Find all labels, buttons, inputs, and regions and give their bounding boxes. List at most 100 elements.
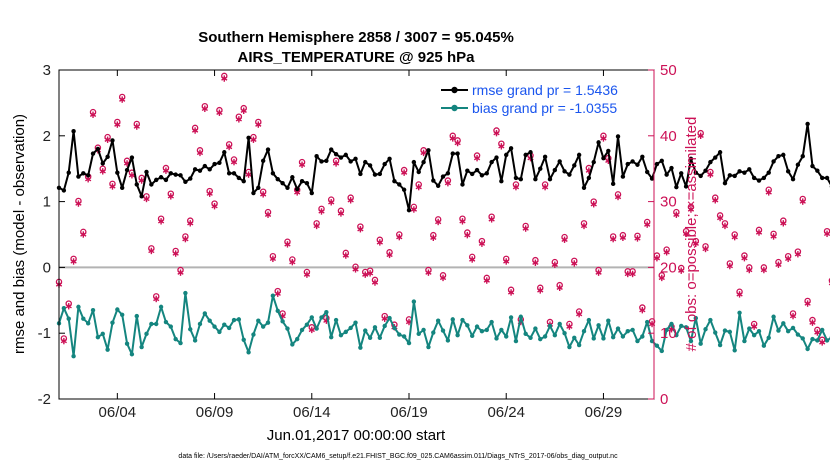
y-axis-label: rmse and bias (model - observation) (11, 114, 28, 354)
bias-point (81, 317, 85, 321)
bias-point (368, 336, 372, 340)
rmse-point (246, 136, 250, 140)
rmse-point (212, 162, 216, 166)
bias-point (358, 345, 362, 349)
bias-point (412, 299, 416, 303)
rmse-point (767, 170, 771, 174)
bias-point (86, 321, 90, 325)
bias-point (144, 332, 148, 336)
bias-point (655, 344, 659, 348)
bias-point (130, 352, 134, 356)
bias-point (815, 338, 819, 342)
bias-point (387, 316, 391, 320)
bias-point (135, 314, 139, 318)
rmse-point (514, 176, 518, 180)
rmse-point (509, 146, 513, 150)
bias-point (509, 315, 513, 319)
rmse-point (339, 155, 343, 159)
bias-point (791, 326, 795, 330)
rmse-point (344, 153, 348, 157)
bias-point (504, 334, 508, 338)
rmse-point (207, 167, 211, 171)
rmse-point (76, 174, 80, 178)
rmse-point (91, 151, 95, 155)
bias-point (353, 320, 357, 324)
bias-point (397, 332, 401, 336)
rmse-point (368, 163, 372, 167)
rmse-point (198, 168, 202, 172)
rmse-point (110, 138, 114, 142)
bias-point (339, 333, 343, 337)
rmse-point (533, 177, 537, 181)
bias-point (523, 332, 527, 336)
bias-point (533, 326, 537, 330)
bias-point (232, 318, 236, 322)
bias-point (601, 336, 605, 340)
bias-point (820, 328, 824, 332)
bias-point (227, 326, 231, 330)
rmse-point (499, 179, 503, 183)
rmse-series-line (59, 124, 830, 210)
rmse-point (796, 163, 800, 167)
bias-point (592, 336, 596, 340)
bias-point (489, 320, 493, 324)
bias-point (261, 324, 265, 328)
rmse-point (305, 181, 309, 185)
rmse-point (144, 170, 148, 174)
rmse-point (582, 186, 586, 190)
rmse-point (485, 171, 489, 175)
rmse-point (285, 186, 289, 190)
bias-point (635, 339, 639, 343)
y-tick-label: 1 (43, 194, 51, 211)
bias-point (169, 324, 173, 328)
rmse-point (523, 153, 527, 157)
rmse-point (67, 170, 71, 174)
rmse-point (295, 187, 299, 191)
bias-point (796, 332, 800, 336)
bias-point (164, 320, 168, 324)
rmse-point (635, 163, 639, 167)
rmse-point (96, 147, 100, 151)
rmse-point (397, 182, 401, 186)
bias-point (514, 339, 518, 343)
rmse-point (791, 177, 795, 181)
bias-point (825, 338, 829, 342)
rmse-point (553, 168, 557, 172)
rmse-point (669, 166, 673, 170)
rmse-point (222, 150, 226, 154)
rmse-point (363, 160, 367, 164)
rmse-point (616, 134, 620, 138)
rmse-point (426, 148, 430, 152)
rmse-point (392, 179, 396, 183)
legend-bias-label: bias grand pr = -1.0355 (472, 100, 617, 116)
rmse-point (480, 173, 484, 177)
bias-point (251, 332, 255, 336)
bias-point (708, 318, 712, 322)
bias-point (203, 311, 207, 315)
bias-point (407, 341, 411, 345)
bias-point (810, 337, 814, 341)
bias-point (222, 322, 226, 326)
rmse-point (188, 176, 192, 180)
chart-title-line-2: AIRS_TEMPERATURE @ 925 hPa (238, 49, 476, 66)
rmse-point (596, 140, 600, 144)
bias-point (62, 306, 66, 310)
bias-point (752, 333, 756, 337)
rmse-point (601, 156, 605, 160)
bias-point (101, 332, 105, 336)
bias-point (319, 315, 323, 319)
rmse-point (421, 160, 425, 164)
rmse-point (762, 176, 766, 180)
bias-point (528, 336, 532, 340)
bias-point (237, 317, 241, 321)
x-tick-label: 06/04 (99, 404, 137, 421)
bias-point (460, 318, 464, 322)
rmse-point (528, 150, 532, 154)
rmse-point (519, 177, 523, 181)
bias-point (801, 336, 805, 340)
bias-point (475, 324, 479, 328)
rmse-point (139, 194, 143, 198)
rmse-point (387, 157, 391, 161)
rmse-point (217, 161, 221, 165)
